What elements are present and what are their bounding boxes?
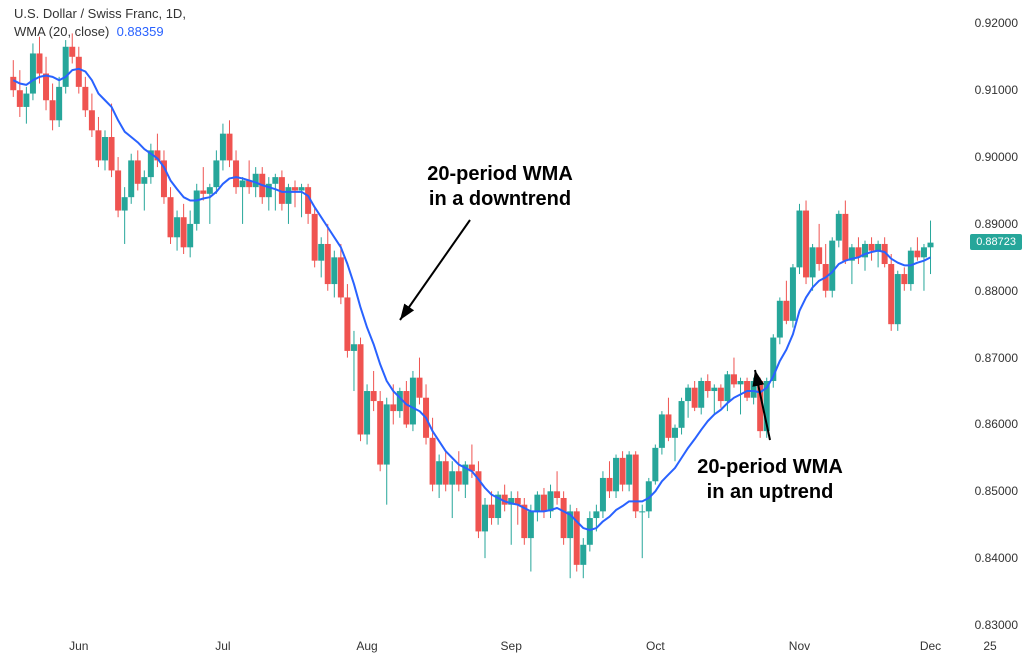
y-tick-label: 0.86000 bbox=[975, 417, 1018, 431]
y-tick-label: 0.84000 bbox=[975, 551, 1018, 565]
x-tick-label: Jul bbox=[215, 639, 230, 653]
y-tick-label: 0.91000 bbox=[975, 83, 1018, 97]
x-tick-label: Sep bbox=[501, 639, 522, 653]
uptrend-annotation: 20-period WMAin an uptrend bbox=[660, 455, 880, 505]
x-tick-label: Oct bbox=[646, 639, 665, 653]
y-tick-label: 0.89000 bbox=[975, 217, 1018, 231]
last-price-tag: 0.88723 bbox=[970, 234, 1022, 250]
x-tick-label: Dec bbox=[920, 639, 941, 653]
chart-container: U.S. Dollar / Swiss Franc, 1D, WMA (20, … bbox=[0, 0, 1024, 661]
x-tick-label-right: 25 bbox=[983, 639, 996, 653]
x-tick-label: Nov bbox=[789, 639, 810, 653]
y-tick-label: 0.90000 bbox=[975, 150, 1018, 164]
y-tick-label: 0.83000 bbox=[975, 618, 1018, 632]
downtrend-annotation: 20-period WMAin a downtrend bbox=[390, 162, 610, 212]
y-tick-label: 0.85000 bbox=[975, 484, 1018, 498]
y-tick-label: 0.87000 bbox=[975, 351, 1018, 365]
x-tick-label: Aug bbox=[356, 639, 377, 653]
x-tick-label: Jun bbox=[69, 639, 88, 653]
y-tick-label: 0.88000 bbox=[975, 284, 1018, 298]
y-tick-label: 0.92000 bbox=[975, 16, 1018, 30]
chart-svg[interactable] bbox=[0, 0, 1024, 661]
